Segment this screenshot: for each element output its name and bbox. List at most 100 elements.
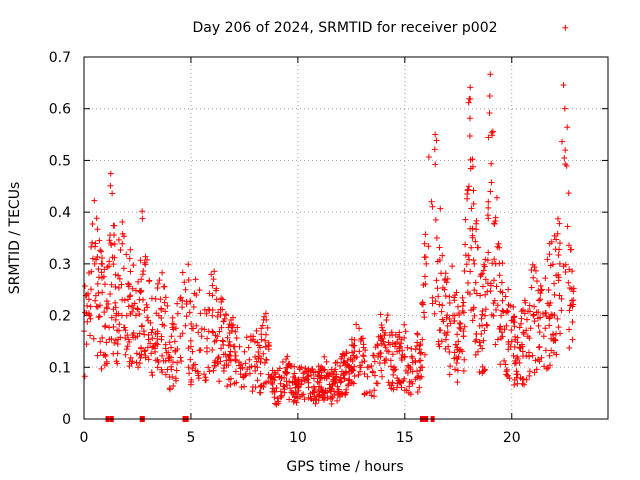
data-point <box>442 293 449 300</box>
data-point <box>510 314 517 321</box>
data-point <box>158 333 165 340</box>
data-point <box>234 324 241 331</box>
data-point <box>345 362 352 369</box>
data-point <box>305 384 312 391</box>
data-point <box>222 312 229 319</box>
data-point <box>91 197 98 204</box>
data-point <box>183 313 190 320</box>
data-point <box>414 342 421 349</box>
data-point <box>361 371 368 378</box>
data-point <box>190 325 197 332</box>
data-point <box>482 312 489 319</box>
data-point <box>321 390 328 397</box>
data-point <box>225 376 232 383</box>
data-point <box>517 320 524 327</box>
data-point <box>537 296 544 303</box>
data-point <box>166 339 173 346</box>
data-point <box>518 315 525 322</box>
data-point <box>456 320 463 327</box>
data-point <box>486 93 493 100</box>
data-point <box>162 371 169 378</box>
data-point <box>301 369 308 376</box>
data-point <box>149 326 156 333</box>
data-point <box>482 256 489 263</box>
data-point <box>291 370 298 377</box>
data-point <box>547 262 554 269</box>
data-point <box>89 255 96 262</box>
data-point <box>374 380 381 387</box>
data-point <box>152 357 159 364</box>
data-point <box>330 380 337 387</box>
data-point <box>257 383 264 390</box>
data-point <box>549 312 556 319</box>
data-point <box>480 337 487 344</box>
data-point <box>316 391 323 398</box>
data-point <box>388 382 395 389</box>
data-point <box>96 237 103 244</box>
data-point <box>293 399 300 406</box>
data-point <box>532 357 539 364</box>
data-point <box>433 277 440 284</box>
data-point <box>102 352 109 359</box>
data-point <box>120 324 127 331</box>
data-point <box>98 269 105 276</box>
data-point <box>520 329 527 336</box>
data-point <box>136 351 143 358</box>
data-point <box>545 286 552 293</box>
data-point <box>129 308 136 315</box>
data-point <box>451 366 458 373</box>
data-point <box>332 366 339 373</box>
data-point <box>190 362 197 369</box>
data-point <box>193 322 200 329</box>
data-point <box>464 195 471 202</box>
data-point <box>501 357 508 364</box>
data-point <box>264 324 271 331</box>
data-point <box>102 351 109 358</box>
data-point <box>526 368 533 375</box>
data-point <box>127 292 134 299</box>
data-point <box>528 284 535 291</box>
data-point <box>562 261 569 268</box>
data-point <box>488 160 495 167</box>
data-point <box>206 368 213 375</box>
data-point <box>166 353 173 360</box>
data-point <box>495 240 502 247</box>
data-point <box>525 308 532 315</box>
data-point <box>439 252 446 259</box>
data-point <box>341 375 348 382</box>
data-point <box>197 347 204 354</box>
data-point <box>95 266 102 273</box>
data-point <box>221 315 228 322</box>
data-point <box>460 367 467 374</box>
data-point <box>204 335 211 342</box>
data-point <box>490 277 497 284</box>
data-point <box>502 293 509 300</box>
data-point <box>566 344 573 351</box>
data-point <box>556 292 563 299</box>
data-point <box>418 349 425 356</box>
data-point <box>230 321 237 328</box>
data-point <box>462 241 469 248</box>
data-point <box>381 359 388 366</box>
data-point <box>145 356 152 363</box>
data-point <box>517 345 524 352</box>
data-point <box>319 394 326 401</box>
data-point <box>536 297 543 304</box>
data-point <box>122 351 129 358</box>
data-point <box>425 153 432 160</box>
data-point <box>170 321 177 328</box>
data-point <box>363 389 370 396</box>
x-tick-label: 20 <box>503 430 521 446</box>
data-point <box>461 267 468 274</box>
data-point <box>455 310 462 317</box>
data-point <box>211 268 218 275</box>
data-point <box>487 188 494 195</box>
data-point <box>255 348 262 355</box>
chart-title: Day 206 of 2024, SRMTID for receiver p00… <box>192 20 497 36</box>
data-point <box>112 299 119 306</box>
data-point <box>245 344 252 351</box>
data-point <box>300 391 307 398</box>
data-point <box>213 337 220 344</box>
data-point <box>87 332 94 339</box>
data-point <box>154 335 161 342</box>
